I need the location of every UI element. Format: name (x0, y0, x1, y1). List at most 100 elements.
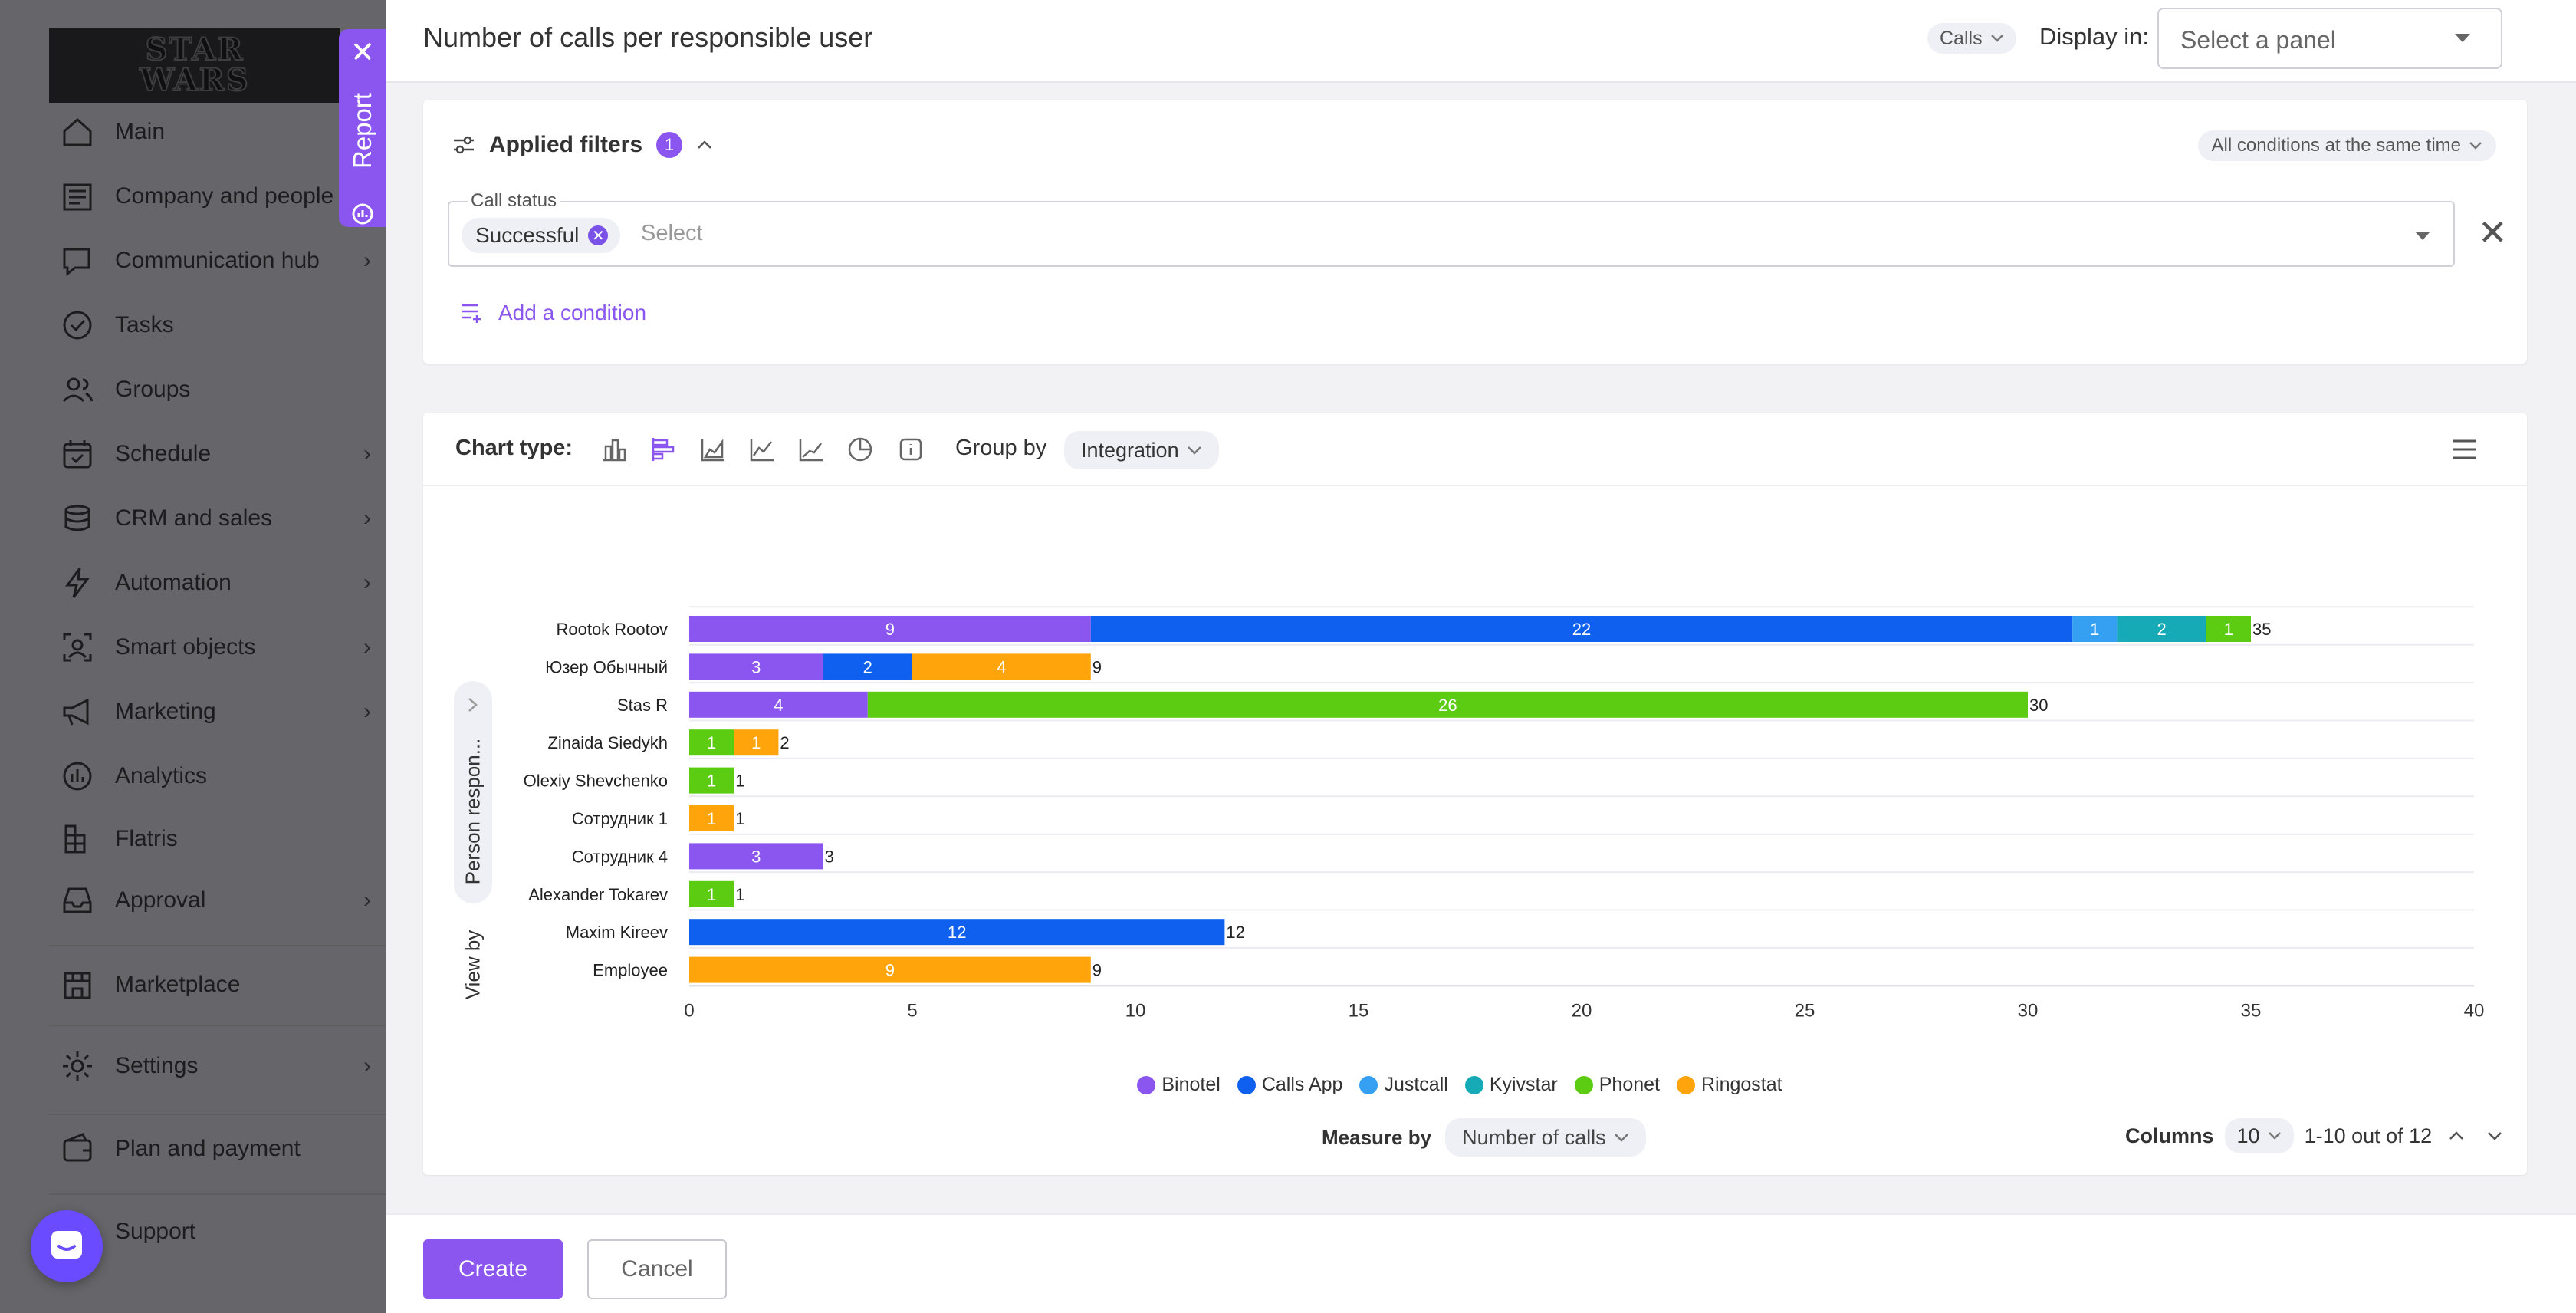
report-side-tab[interactable]: ✕ Report (339, 29, 386, 227)
status-select-placeholder[interactable]: Select (641, 221, 703, 245)
bar-segment-calls-app (823, 653, 912, 680)
report-icon (352, 203, 373, 225)
group-by-label: Group by (955, 436, 1047, 460)
legend-label: Justcall (1384, 1074, 1448, 1095)
range-text: 1-10 out of 12 (2304, 1124, 2433, 1147)
report-header: Number of calls per responsible user Cal… (386, 0, 2576, 83)
bar-data-label: 1 (707, 885, 716, 904)
legend-item[interactable]: Justcall (1359, 1074, 1448, 1096)
x-tick-label: 35 (2241, 1000, 2262, 1021)
report-editor: Number of calls per responsible user Cal… (386, 0, 2576, 1313)
vertical-bar-chart-icon[interactable] (601, 436, 629, 463)
cancel-button[interactable]: Cancel (587, 1239, 727, 1299)
display-in-label: Display in: (2039, 23, 2149, 50)
bar-total-label: 1 (735, 772, 744, 791)
chart-toolbar: Chart type: Group by Integration (423, 413, 2527, 486)
legend-item[interactable]: Calls App (1237, 1074, 1342, 1096)
measure-by-label: Measure by (1322, 1125, 1432, 1149)
horizontal-bar-chart-icon[interactable] (650, 436, 678, 463)
legend-label: Kyivstar (1489, 1074, 1558, 1095)
chat-icon (51, 1231, 82, 1259)
bar-segment-phonet (867, 691, 2028, 718)
x-tick-label: 0 (684, 1000, 694, 1021)
legend-swatch (1359, 1075, 1378, 1094)
group-by-value: Integration (1081, 438, 1179, 462)
y-category-label: Сотрудник 1 (572, 809, 668, 828)
bar-segment-ringostat (734, 729, 779, 756)
legend-item[interactable]: Binotel (1137, 1074, 1221, 1096)
dropdown-arrow-icon (2455, 34, 2470, 42)
group-by-select[interactable]: Integration (1064, 431, 1219, 469)
bar-total-label: 30 (2029, 696, 2048, 715)
bar-total-label: 9 (1092, 657, 1102, 676)
line-chart-icon[interactable] (748, 436, 776, 463)
bar-segment-binotel (689, 653, 823, 680)
chevron-up-icon[interactable] (696, 140, 713, 150)
bar-data-label: 1 (707, 733, 716, 752)
filter-chip-label: Successful (475, 223, 580, 247)
filters-header[interactable]: Applied filters 1 (452, 132, 713, 158)
bar-total-label: 3 (825, 847, 834, 866)
chat-support-button[interactable] (31, 1210, 103, 1282)
y-category-label: Zinaida Siedykh (547, 733, 668, 752)
bar-data-label: 1 (707, 809, 716, 828)
legend-item[interactable]: Ringostat (1676, 1074, 1783, 1096)
modal-backdrop[interactable] (0, 0, 386, 1313)
bar-segment-phonet (689, 880, 734, 907)
view-by-selector[interactable] (454, 681, 492, 903)
bar-segment-ringostat (689, 805, 734, 831)
bar-segment-binotel (689, 691, 868, 718)
add-condition-button[interactable]: Add a condition (460, 301, 646, 325)
bar-data-label: 9 (886, 620, 895, 639)
y-category-label: Olexiy Shevchenko (524, 772, 668, 791)
menu-icon[interactable] (2452, 439, 2478, 460)
bar-segment-phonet (689, 729, 734, 756)
bar-data-label: 2 (2157, 620, 2166, 639)
page-down-icon[interactable] (2481, 1128, 2509, 1144)
x-tick-label: 10 (1125, 1000, 1146, 1021)
legend-swatch (1137, 1075, 1156, 1094)
measure-by-select[interactable]: Number of calls (1445, 1118, 1646, 1157)
bar-segment-ringostat (689, 956, 1091, 983)
area-chart-icon[interactable] (699, 436, 727, 463)
call-status-label: Call status (468, 190, 560, 212)
remove-condition-icon[interactable]: ✕ (2478, 212, 2508, 252)
panel-select[interactable]: Select a panel (2157, 8, 2502, 69)
entity-selector[interactable]: Calls (1927, 23, 2016, 54)
bar-data-label: 2 (863, 657, 872, 676)
bar-data-label: 3 (751, 847, 761, 866)
bar-data-label: 1 (2090, 620, 2099, 639)
legend-item[interactable]: Kyivstar (1464, 1074, 1558, 1096)
bar-data-label: 22 (1572, 620, 1591, 639)
filter-chip: Successful ✕ (462, 218, 621, 253)
bar-data-label: 1 (707, 772, 716, 791)
view-by-control[interactable]: Person respon... View by (454, 681, 492, 1018)
condition-mode-select[interactable]: All conditions at the same time (2197, 130, 2496, 161)
dropdown-arrow-icon[interactable] (2415, 232, 2430, 240)
columns-label: Columns (2125, 1124, 2214, 1147)
legend-item[interactable]: Phonet (1574, 1074, 1660, 1096)
pie-chart-icon[interactable] (846, 436, 874, 463)
remove-chip-icon[interactable]: ✕ (588, 225, 609, 245)
filters-title: Applied filters (489, 132, 643, 157)
x-tick-label: 20 (1572, 1000, 1592, 1021)
columns-select[interactable]: 10 (2224, 1118, 2294, 1153)
chevron-right-icon[interactable] (467, 696, 479, 713)
entity-selector-label: Calls (1940, 27, 1983, 49)
info-widget-icon[interactable] (897, 436, 925, 463)
filters-count-badge: 1 (656, 132, 683, 158)
x-tick-label: 15 (1349, 1000, 1369, 1021)
legend-swatch (1237, 1075, 1256, 1094)
page-title: Number of calls per responsible user (423, 21, 873, 53)
close-report-icon[interactable]: ✕ (350, 37, 375, 69)
trend-chart-icon[interactable] (797, 436, 825, 463)
condition-mode-label: All conditions at the same time (2211, 135, 2462, 156)
call-status-filter[interactable]: Call status Successful ✕ Select (448, 190, 2455, 267)
applied-filters-card: Applied filters 1 All conditions at the … (423, 100, 2527, 364)
page-up-icon[interactable] (2443, 1128, 2470, 1144)
bar-segment-ringostat (912, 653, 1091, 680)
y-category-label: Alexander Tokarev (528, 885, 668, 904)
bar-data-label: 9 (886, 961, 895, 980)
create-button[interactable]: Create (423, 1239, 563, 1299)
